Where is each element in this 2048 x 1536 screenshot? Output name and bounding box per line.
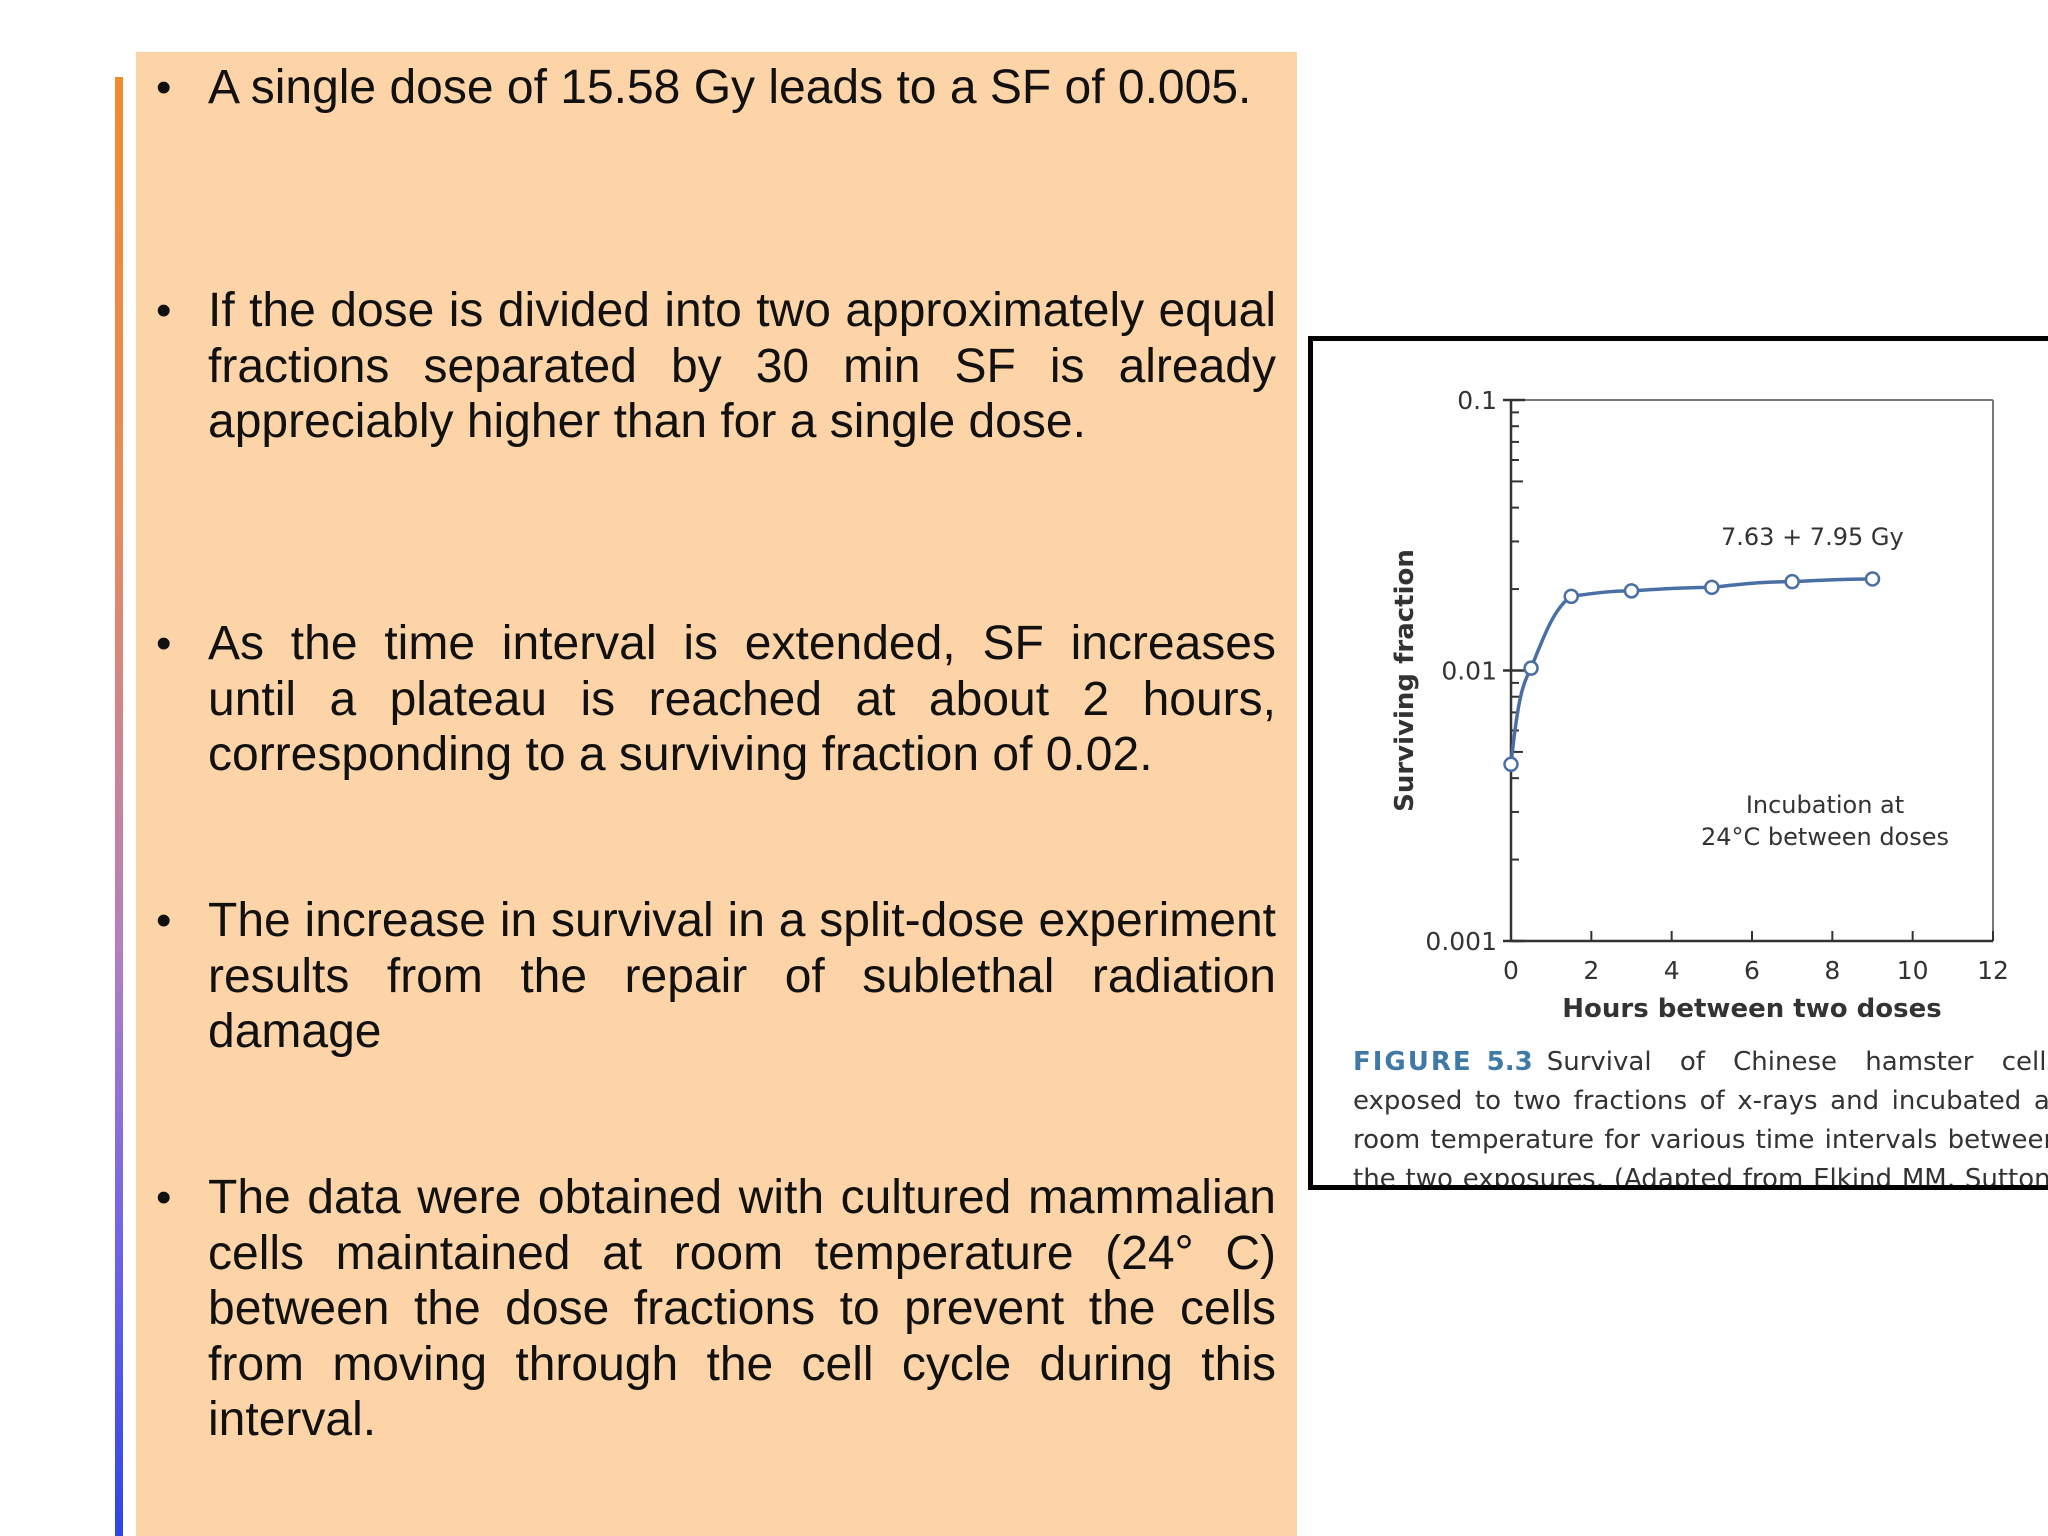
text-panel: • A single dose of 15.58 Gy leads to a S… (136, 52, 1297, 1536)
figure-caption-text: Survival of Chinese hamster cells expose… (1353, 1047, 2048, 1190)
bullet-dot: • (156, 619, 172, 668)
y-tick-label: 0.1 (1457, 386, 1497, 415)
series-line (1509, 577, 1873, 765)
bullet-text: As the time interval is extended, SF inc… (208, 617, 1276, 781)
survival-chart: 0.001 0.01 0.1 0 2 4 6 8 10 12 Hours between two d… (1390, 386, 2009, 1024)
bullet-dot: • (156, 896, 172, 945)
plot-annotation: Incubation at (1746, 791, 1904, 819)
data-point (1503, 756, 1519, 773)
bullet-dot: • (156, 1173, 172, 1222)
data-point (1864, 571, 1881, 587)
y-axis-label: Surviving fraction (1390, 549, 1420, 812)
figure-box: 0.001 0.01 0.1 0 2 4 6 8 10 12 Hours between two d… (1308, 336, 2048, 1190)
x-tick-label: 0 (1503, 956, 1519, 985)
x-tick-label: 8 (1824, 956, 1840, 985)
bullet-text: The data were obtained with cultured mam… (208, 1171, 1276, 1446)
data-point (1523, 660, 1539, 676)
x-tick-label: 2 (1583, 956, 1599, 985)
figure-caption-number: 5.3 (1486, 1047, 1533, 1077)
figure-caption: FIGURE 5.3 Survival of Chinese hamster cel… (1353, 1043, 2048, 1190)
bullet-text: If the dose is divided into two approxim… (208, 284, 1276, 448)
data-point (1704, 579, 1720, 596)
bullet-dot: • (156, 63, 172, 112)
bullet-text: The increase in survival in a split-dose… (208, 894, 1276, 1058)
figure-caption-label: FIGURE (1353, 1047, 1473, 1077)
bullet-dot: • (156, 286, 172, 335)
data-point (1563, 588, 1579, 605)
y-tick-label: 0.01 (1441, 657, 1497, 686)
x-tick-label: 10 (1897, 956, 1929, 985)
accent-bar (115, 77, 123, 1536)
plot-annotation: 24°C between doses (1701, 823, 1949, 851)
x-tick-label: 6 (1744, 956, 1760, 985)
series-annotation: 7.63 + 7.95 Gy (1721, 523, 1904, 551)
x-tick-label: 4 (1664, 956, 1680, 985)
data-point (1623, 583, 1640, 599)
data-point (1784, 573, 1800, 590)
x-tick-label: 12 (1977, 956, 2009, 985)
bullet-text: A single dose of 15.58 Gy leads to a SF … (208, 61, 1252, 114)
x-axis-label: Hours between two doses (1562, 994, 1941, 1024)
y-tick-label: 0.001 (1425, 927, 1497, 956)
